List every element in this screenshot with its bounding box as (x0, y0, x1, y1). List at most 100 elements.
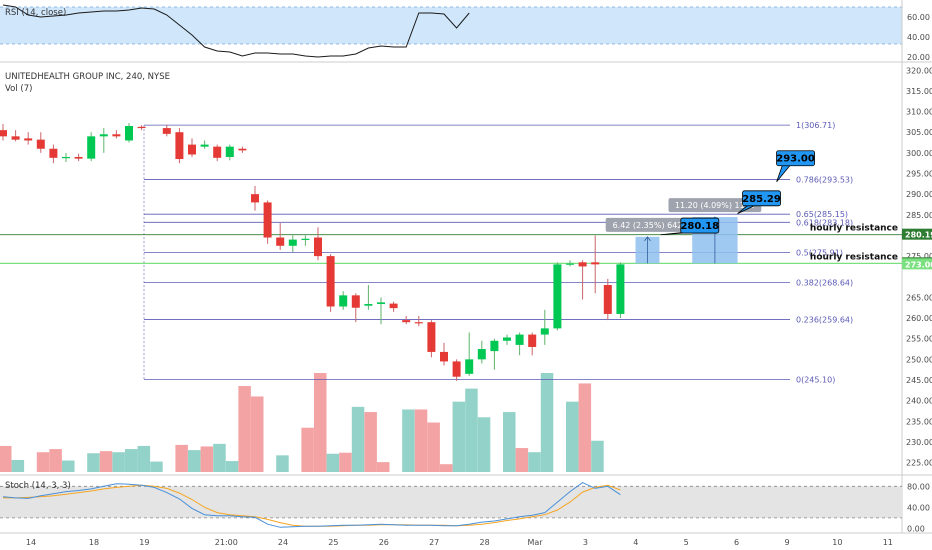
price-tick-label: 245.00 (906, 376, 932, 385)
price-tick-label: 225.00 (906, 459, 932, 468)
price-tick-label: 275.00 (906, 252, 932, 261)
symbol-title: UNITEDHEALTH GROUP INC, 240, NYSE (5, 72, 170, 82)
fib-level-label: 0.65(285.15) (796, 210, 848, 219)
price-tick-label: 235.00 (906, 417, 932, 426)
fib-level-label: 0.382(268.64) (796, 278, 853, 287)
candle-body (503, 337, 511, 341)
candle-body (188, 144, 196, 155)
volume-bar (200, 446, 214, 472)
candle-body (440, 351, 448, 362)
volume-bar (175, 444, 188, 472)
candle-body (263, 202, 272, 238)
candle-body (276, 237, 285, 246)
rsi-tick-label: 60.00 (907, 13, 930, 22)
candle-body (62, 156, 70, 159)
time-tick-label: 3 (583, 538, 588, 547)
candle-body (175, 132, 184, 160)
volume-bar (36, 452, 50, 472)
volume-bar (351, 406, 365, 472)
time-axis[interactable]: 14 18 19 21:00 24 25 26 27 28 Mar 3 4 5 6 9 10 11 (26, 538, 893, 547)
time-tick-label: 28 (480, 538, 490, 547)
time-tick-label: Mar (527, 538, 543, 547)
volume-bar (591, 440, 604, 472)
candle-body (427, 322, 436, 352)
candle-body (99, 134, 108, 137)
callout-label: 280.18 (680, 221, 719, 232)
volume-bar (578, 383, 592, 472)
rsi-title: RSI (14, close) (5, 8, 66, 18)
fib-level-label: 0.786(293.53) (796, 176, 853, 185)
candle-body (125, 126, 133, 141)
callout-layer[interactable]: 280.18 285.29 293.00 (660, 150, 815, 236)
time-tick-label: 24 (278, 538, 288, 547)
callout-box (742, 190, 781, 207)
price-tick-label: 300.00 (906, 149, 932, 158)
time-tick-label: 18 (89, 538, 99, 547)
candle-body (238, 148, 247, 151)
volume-bar (0, 445, 12, 472)
price-tag-label: 273.00 (905, 260, 932, 269)
volume-bar (188, 450, 201, 472)
volume-bar (251, 396, 264, 472)
volume-bar (465, 388, 478, 472)
time-tick-label: 27 (429, 538, 439, 547)
volume-bar (402, 409, 415, 472)
time-tick-label: 5 (684, 538, 689, 547)
price-tag-box (902, 258, 932, 270)
candle-body (477, 349, 486, 360)
price-tick-label: 315.00 (906, 87, 932, 96)
volume-bar (364, 412, 377, 472)
candle-body (112, 134, 121, 137)
candle-body (364, 304, 373, 306)
candle-body (389, 303, 398, 309)
price-tick-label: 230.00 (906, 438, 932, 447)
candle-body (528, 334, 537, 347)
volume-bar (112, 452, 125, 472)
main-pane: UNITEDHEALTH GROUP INC, 240, NYSE Vol (7… (0, 66, 932, 472)
volume-bar (125, 449, 138, 472)
volume-bar (528, 452, 541, 472)
measure-arrow-head (644, 236, 651, 242)
rsi-band (0, 7, 902, 44)
volume-bar (540, 373, 554, 472)
time-tick-label: 10 (832, 538, 842, 547)
price-axis[interactable]: 320.00 315.00 310.00 305.00 300.00 295.00 290.… (906, 66, 932, 467)
candle-body (251, 194, 259, 203)
volume-bar (213, 443, 226, 472)
candle-body (490, 340, 499, 352)
candle-body (301, 238, 310, 240)
volume-bar (87, 453, 100, 472)
volume-bar (515, 448, 529, 472)
candle-body (578, 262, 587, 267)
fib-level-label: 0.5(275.91) (796, 248, 843, 257)
candle-body (213, 146, 222, 158)
price-tick-label: 260.00 (906, 314, 932, 323)
price-tick-label: 320.00 (906, 66, 932, 75)
time-tick-label: 6 (734, 538, 739, 547)
price-tag-box (902, 228, 932, 240)
fibonacci-retracement[interactable]: 1(306.71) 0.786(293.53) 0.65(285.15)0.618(… (143, 121, 853, 385)
stoch-band (0, 486, 902, 518)
candle-body (137, 126, 146, 129)
volume-bar (62, 460, 75, 472)
stoch-pane: Stoch (14, 3, 3) 80.00 40.00 0.00 (0, 481, 930, 533)
measure-label: 6.42 (2.35%) 642 (613, 221, 683, 230)
volume-bar (137, 445, 151, 472)
rsi-tick-label: 40.00 (907, 33, 930, 42)
price-tick-label: 290.00 (906, 190, 932, 199)
price-tick-label: 240.00 (906, 397, 932, 406)
price-tick-label: 285.00 (906, 211, 932, 220)
candle-body (49, 148, 58, 158)
measure-label-box (668, 198, 762, 213)
volume-bar (566, 401, 579, 472)
price-tick-label: 255.00 (906, 335, 932, 344)
stoch-tick-label: 0.00 (907, 524, 925, 533)
measure-label-box (605, 217, 690, 232)
volume-bar (225, 461, 239, 472)
fib-level-label: 0.618(283.18) (796, 218, 853, 227)
volume-bar (339, 452, 352, 472)
candle-body (377, 302, 385, 305)
measure-layer[interactable]: 6.42 (2.35%) 642 11.20 (4.09%) 1120 (605, 198, 762, 264)
time-tick-label: 21:00 (215, 538, 238, 547)
